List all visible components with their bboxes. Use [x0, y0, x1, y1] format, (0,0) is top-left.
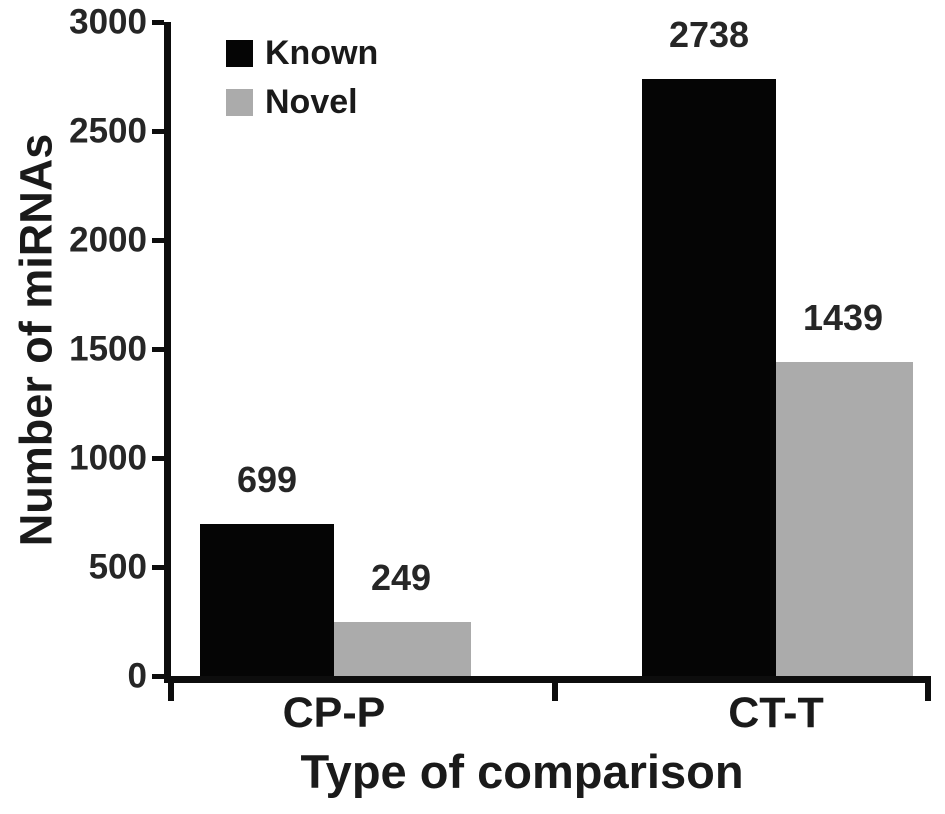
y-tick-mark — [152, 237, 164, 243]
bar-cp-p-known — [200, 524, 334, 676]
y-tick-label: 1500 — [69, 329, 147, 369]
legend-item-known: Known — [226, 36, 378, 70]
legend: Known Novel — [226, 36, 378, 119]
category-label-cp-p: CP-P — [282, 689, 386, 737]
bar-value-label: 2738 — [668, 14, 750, 55]
y-tick-mark — [152, 346, 164, 352]
y-tick-label: 0 — [127, 656, 147, 696]
y-tick-label: 3000 — [69, 2, 147, 42]
bar-value-label: 1439 — [802, 297, 884, 338]
bar-value-label: 249 — [370, 557, 432, 598]
x-tick-mark — [552, 683, 558, 701]
x-axis-title: Type of comparison — [300, 745, 744, 798]
bar-value-label: 699 — [236, 459, 298, 500]
y-tick-mark — [152, 128, 164, 134]
y-tick-mark — [152, 564, 164, 570]
y-tick-label: 2500 — [69, 111, 147, 151]
bar-ct-t-known — [642, 79, 776, 676]
x-tick-mark — [168, 683, 174, 701]
y-axis-title: Number of miRNAs — [10, 133, 62, 547]
legend-swatch-known — [226, 39, 253, 67]
legend-item-novel: Novel — [226, 85, 378, 119]
y-tick-mark — [152, 673, 164, 679]
y-tick-mark — [152, 19, 164, 25]
legend-label: Known — [265, 34, 379, 72]
y-tick-label: 1000 — [69, 438, 147, 478]
legend-swatch-novel — [226, 88, 253, 116]
category-label-ct-t: CT-T — [728, 689, 824, 737]
bar-cp-p-novel — [334, 622, 471, 676]
y-tick-label: 2000 — [69, 220, 147, 260]
x-tick-mark — [925, 683, 931, 701]
legend-label: Novel — [265, 83, 358, 121]
plot-area: 0 500 1000 1500 2000 2500 3000 699 249 CP-P 2738 14… — [69, 5, 931, 735]
bar-ct-t-novel — [776, 362, 913, 676]
y-tick-mark — [152, 455, 164, 461]
y-tick-label: 500 — [88, 547, 147, 587]
